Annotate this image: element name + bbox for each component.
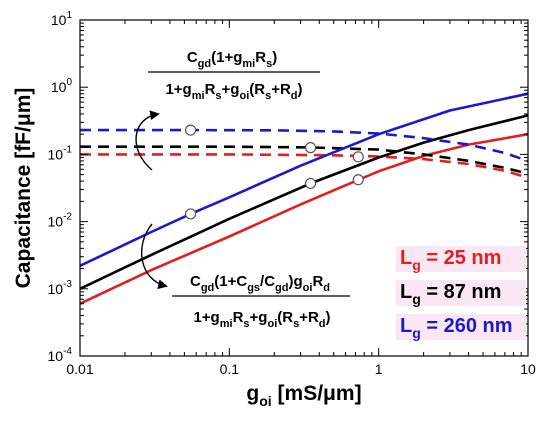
- y-tick-label: 10-2: [48, 212, 73, 230]
- legend-entry-3: Lg = 260 nm: [400, 315, 513, 341]
- upper-arrow: [135, 110, 160, 171]
- x-tick-label: 0.1: [220, 361, 240, 377]
- legend-entry-2: Lg = 87 nm: [400, 281, 501, 307]
- legend-entry-1: Lg = 25 nm: [400, 247, 501, 273]
- y-axis-label: Capacitance [fF/μm]: [12, 88, 35, 289]
- plot-frame: [79, 19, 529, 357]
- x-tick-label: 1: [375, 361, 383, 377]
- lower-arrow: [140, 223, 168, 290]
- series-line-2: [80, 153, 529, 179]
- legend-highlight-1: [396, 246, 526, 272]
- data-marker-1: [184, 124, 197, 136]
- data-marker-4: [304, 177, 317, 190]
- legend-highlight-2: [396, 280, 526, 306]
- series-line-6: [80, 128, 529, 163]
- upper-formula-denominator: 1+gmiRs+goi(Rs+Rd): [165, 81, 302, 102]
- data-marker-3: [304, 142, 317, 154]
- upper-formula-numerator: Cgd(1+gmiRs): [187, 49, 277, 70]
- series-line-4: [80, 145, 529, 175]
- y-tick-label: 101: [51, 10, 73, 28]
- x-tick-label: 0.01: [66, 361, 93, 377]
- lower-formula-numerator: Cgd(1+Cgs/Cgd)goiRd: [190, 273, 330, 294]
- x-tick-label: 10: [520, 361, 536, 377]
- y-tick-label: 100: [51, 77, 73, 95]
- series-line-3: [79, 114, 529, 290]
- y-tick-label: 10-1: [48, 144, 73, 162]
- legend-highlight-3: [396, 314, 526, 340]
- x-axis-label: goi [mS/μm]: [246, 382, 361, 409]
- data-marker-6: [352, 174, 364, 186]
- series-line-5: [79, 92, 529, 267]
- lower-formula-denominator: 1+gmiRs+goi(Rs+Rd): [193, 309, 330, 330]
- data-marker-5: [352, 151, 364, 163]
- y-tick-label: 10-4: [48, 346, 73, 364]
- y-tick-label: 10-3: [48, 279, 73, 297]
- data-marker-2: [184, 208, 197, 220]
